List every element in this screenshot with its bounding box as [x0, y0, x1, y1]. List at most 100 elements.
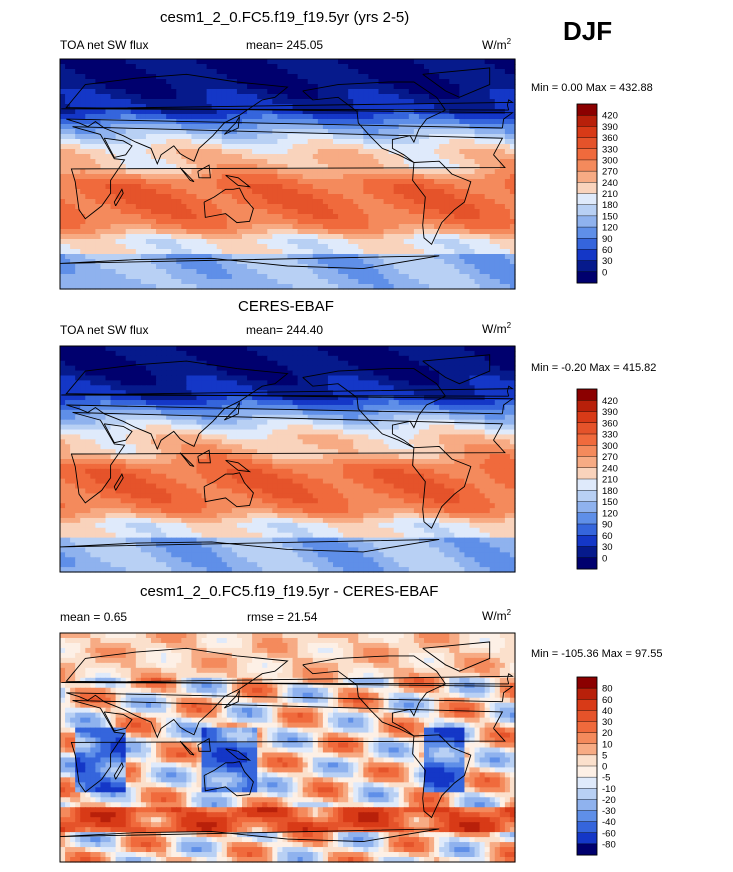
- colorbar-tick-label: 360: [602, 133, 618, 144]
- colorbar-box: [576, 388, 598, 401]
- colorbar-box: [576, 103, 598, 116]
- coastline-10: [225, 748, 252, 761]
- coastline-9: [179, 740, 195, 756]
- colorbar-tick-label: 5: [602, 750, 607, 761]
- colorbar-box: [576, 843, 598, 856]
- coastline-2: [103, 423, 133, 444]
- coastline-6: [203, 472, 254, 508]
- map-frame: [59, 632, 516, 863]
- colorbar-box: [576, 422, 598, 435]
- colorbar-box: [576, 238, 598, 250]
- colorbar-box: [576, 535, 598, 548]
- coastline-1: [65, 647, 514, 739]
- colorbar-tick-label: 420: [602, 111, 618, 122]
- colorbar-tick-label: 420: [602, 396, 618, 407]
- coastline-13: [61, 99, 514, 111]
- colorbar-box: [576, 699, 598, 711]
- colorbar-tick-label: 60: [602, 245, 613, 256]
- colorbar-box: [576, 400, 598, 413]
- map-frame: [59, 345, 516, 573]
- colorbar-box: [576, 182, 598, 194]
- colorbar-box: [576, 148, 598, 161]
- colorbar-box: [576, 821, 598, 834]
- colorbar-box: [576, 732, 598, 745]
- colorbar-tick-label: -5: [602, 773, 610, 784]
- colorbar-frame: [576, 103, 598, 284]
- colorbar-box: [576, 445, 598, 458]
- colorbar-tick-label: 300: [602, 441, 618, 452]
- colorbar-tick-label: 210: [602, 189, 618, 200]
- colorbar-box: [576, 204, 598, 217]
- colorbar-box: [576, 456, 598, 469]
- colorbar-box: [576, 557, 598, 570]
- colorbar-box: [576, 249, 598, 262]
- colorbar-box: [576, 743, 598, 756]
- colorbar-tick-label: 0: [602, 762, 607, 773]
- coastline-3: [302, 655, 447, 737]
- colorbar-tick-label: 150: [602, 211, 618, 222]
- coastline-3: [302, 81, 447, 163]
- colorbar-tick-label: 360: [602, 418, 618, 429]
- coastline-9: [179, 167, 195, 183]
- colorbar-box: [576, 754, 598, 767]
- coastline-6: [203, 760, 254, 797]
- panel-model-title: cesm1_2_0.FC5.f19_f19.5yr (yrs 2-5): [160, 9, 410, 26]
- coastline-5: [412, 445, 472, 529]
- coastline-0: [70, 699, 506, 793]
- colorbar-box: [576, 478, 598, 491]
- colorbar-box: [576, 676, 598, 689]
- coastline-8: [197, 164, 211, 179]
- colorbar-box: [576, 271, 598, 284]
- coastline-2: [103, 137, 133, 158]
- colorbar-box: [576, 776, 598, 789]
- colorbar-tick-label: 180: [602, 486, 618, 497]
- panel-diff-minmax: Min = -105.36 Max = 97.55: [531, 648, 663, 660]
- colorbar-tick-label: 270: [602, 452, 618, 463]
- panel-diff-title: cesm1_2_0.FC5.f19_f19.5yr - CERES-EBAF: [140, 583, 439, 600]
- colorbar-tick-label: 270: [602, 167, 618, 178]
- coastline-5: [412, 734, 472, 819]
- coastline-3: [302, 368, 447, 449]
- colorbar-tick-label: 30: [602, 256, 613, 267]
- colorbar-tick-label: 90: [602, 234, 613, 245]
- colorbar-box: [576, 137, 598, 150]
- coastline-11: [223, 402, 240, 421]
- panel-diff-mean: mean = 0.65: [60, 610, 128, 624]
- panel-model-mean: mean= 245.05: [246, 38, 324, 52]
- colorbar-box: [576, 788, 598, 800]
- panel-obs-units: W/m2: [482, 321, 512, 336]
- coastline-12: [113, 473, 124, 491]
- colorbar-tick-label: 0: [602, 553, 607, 564]
- coastline-10: [225, 459, 252, 473]
- colorbar-box: [576, 710, 598, 723]
- colorbar-box: [576, 433, 598, 446]
- colorbar-tick-label: 120: [602, 508, 618, 519]
- panel-obs-minmax: Min = -0.20 Max = 415.82: [531, 362, 657, 374]
- coastline-9: [179, 452, 195, 467]
- colorbar-tick-label: 80: [602, 684, 613, 695]
- colorbar-tick-label: 60: [602, 695, 613, 706]
- colorbar-box: [576, 226, 598, 239]
- coastline-13: [61, 672, 514, 685]
- panel-model-units: W/m2: [482, 37, 512, 52]
- panel-diff-units: W/m2: [482, 608, 512, 623]
- colorbar-tick-label: -30: [602, 806, 616, 817]
- coastline-4: [422, 354, 491, 385]
- colorbar-box: [576, 114, 598, 127]
- colorbar-box: [576, 159, 598, 172]
- colorbar-box: [576, 170, 598, 183]
- coastline-13: [61, 385, 514, 397]
- coastline-4: [422, 67, 491, 98]
- coastlines: [59, 641, 514, 843]
- colorbar-tick-label: -10: [602, 784, 616, 795]
- colorbar-box: [576, 546, 598, 559]
- coastline-0: [70, 412, 506, 504]
- colorbar-tick-label: 10: [602, 739, 613, 750]
- coastline-11: [223, 690, 240, 709]
- colorbar-tick-label: 0: [602, 267, 607, 278]
- colorbar-tick-label: -80: [602, 839, 616, 850]
- coastline-1: [65, 73, 514, 165]
